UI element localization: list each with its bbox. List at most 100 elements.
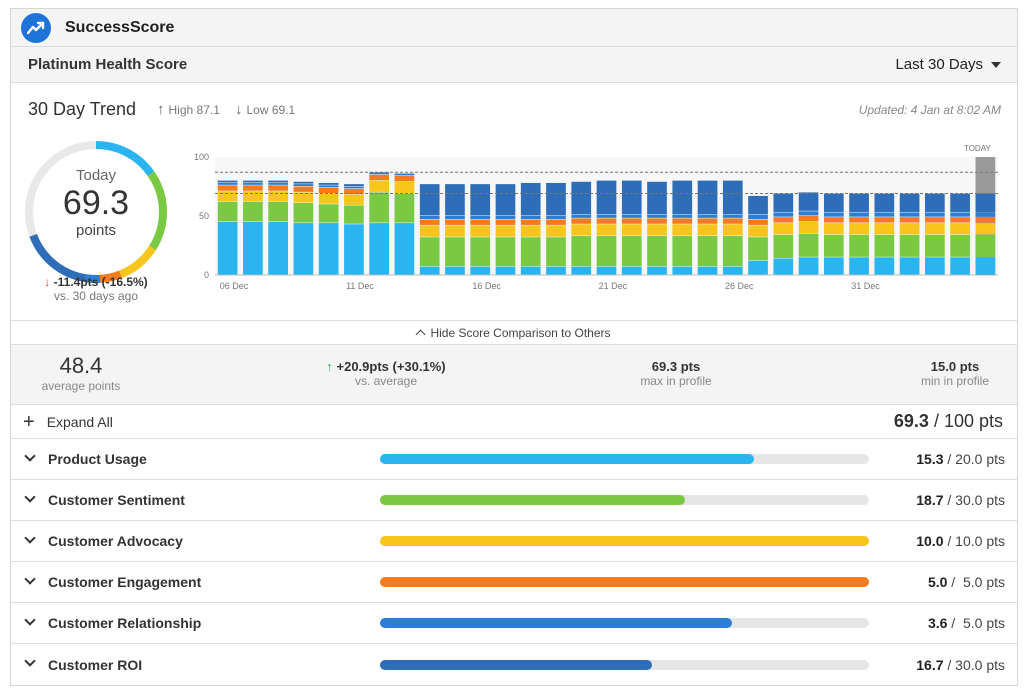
score-row[interactable]: Customer Relationship 3.6 / 5.0 pts bbox=[11, 603, 1017, 644]
x-tick-label: 31 Dec bbox=[851, 281, 880, 291]
score-row[interactable]: Customer Sentiment 18.7 / 30.0 pts bbox=[11, 480, 1017, 521]
chevron-down-icon[interactable] bbox=[24, 655, 36, 667]
bar-segment bbox=[874, 217, 895, 223]
score-row-label: Customer Advocacy bbox=[48, 533, 183, 549]
score-row[interactable]: Product Usage 15.3 / 20.0 pts bbox=[11, 439, 1017, 480]
date-range-dropdown[interactable]: Last 30 Days bbox=[895, 56, 1001, 73]
bar-segment bbox=[445, 216, 465, 220]
bar-segment bbox=[318, 187, 339, 194]
bar-segment bbox=[874, 234, 895, 257]
bar-segment bbox=[899, 223, 920, 235]
bar-segment bbox=[823, 234, 844, 257]
score-row[interactable]: Customer ROI 16.7 / 30.0 pts bbox=[11, 644, 1017, 685]
bar-segment bbox=[571, 224, 592, 236]
bar-segment bbox=[647, 181, 667, 215]
bar-segment bbox=[445, 266, 465, 275]
score-row-value: 16.7 / 30.0 pts bbox=[916, 657, 1005, 673]
bar-segment bbox=[344, 224, 364, 275]
bar-segment bbox=[899, 193, 920, 212]
bar-segment bbox=[217, 185, 238, 191]
bar-segment bbox=[950, 217, 970, 223]
chevron-down-icon[interactable] bbox=[24, 573, 36, 585]
bar-segment bbox=[596, 266, 617, 275]
bar-segment bbox=[243, 182, 263, 185]
low-stat: ↓ Low 69.1 bbox=[235, 101, 295, 118]
bar-segment bbox=[520, 225, 541, 237]
bar-segment bbox=[419, 219, 440, 225]
hide-comparison-toggle[interactable]: Hide Score Comparison to Others bbox=[11, 321, 1017, 345]
bar-segment bbox=[647, 236, 667, 267]
bar-segment bbox=[268, 182, 288, 185]
score-list: Product Usage 15.3 / 20.0 pts Customer Sen… bbox=[11, 439, 1017, 685]
score-row-label: Customer Sentiment bbox=[48, 492, 185, 508]
score-value: 3.6 bbox=[927, 615, 948, 631]
gauge-label: Today bbox=[75, 167, 117, 184]
bar-segment bbox=[697, 266, 718, 275]
bar-segment bbox=[243, 221, 263, 275]
x-tick-label: 16 Dec bbox=[472, 281, 501, 291]
bar-segment bbox=[899, 217, 920, 223]
chevron-down-icon[interactable] bbox=[24, 532, 36, 544]
bar-segment bbox=[672, 218, 693, 224]
bar-segment bbox=[369, 180, 390, 192]
x-tick-label: 11 Dec bbox=[346, 281, 374, 291]
bar-segment bbox=[925, 212, 945, 217]
delta-caption: vs. 30 days ago bbox=[53, 289, 139, 303]
chevron-down-icon[interactable] bbox=[24, 491, 36, 503]
bar-segment bbox=[647, 218, 667, 224]
bar-segment bbox=[596, 236, 617, 267]
bar-segment bbox=[344, 184, 364, 186]
bar-segment bbox=[394, 193, 415, 223]
score-bar-fill bbox=[380, 536, 869, 546]
score-bar-fill bbox=[380, 659, 653, 670]
bar-segment bbox=[268, 185, 288, 191]
score-value: 18.7 bbox=[916, 492, 944, 508]
bar-segment bbox=[849, 234, 869, 257]
bar-segment bbox=[596, 214, 617, 218]
bar-segment bbox=[773, 223, 794, 235]
bar-segment bbox=[950, 193, 970, 212]
arrow-down-icon: ↓ bbox=[44, 275, 51, 289]
bar-segment bbox=[217, 191, 238, 202]
bar-segment bbox=[495, 216, 516, 220]
bar-segment bbox=[318, 182, 339, 185]
delta-value: -11.4pts (-16.5%) bbox=[53, 275, 148, 289]
max-stat: 69.3 pts max in profile bbox=[616, 359, 736, 388]
x-tick-label: 21 Dec bbox=[599, 281, 628, 291]
score-header: Platinum Health Score Last 30 Days bbox=[11, 47, 1017, 83]
arrow-down-icon: ↓ bbox=[235, 101, 243, 118]
bar-segment bbox=[823, 257, 844, 275]
score-bar-track bbox=[380, 454, 869, 464]
bar-segment bbox=[318, 204, 339, 223]
expand-all-button[interactable]: + Expand All bbox=[23, 412, 113, 432]
bar-segment bbox=[748, 219, 768, 225]
y-tick-label: 100 bbox=[194, 152, 209, 162]
bar-segment bbox=[546, 216, 566, 220]
bar-segment bbox=[546, 225, 566, 237]
score-max: / 5.0 pts bbox=[947, 615, 1005, 631]
score-bar-fill bbox=[380, 495, 685, 505]
score-max: / 5.0 pts bbox=[947, 574, 1005, 590]
score-row[interactable]: Customer Advocacy 10.0 / 10.0 pts bbox=[11, 521, 1017, 562]
bar-segment bbox=[318, 185, 339, 188]
bar-segment bbox=[975, 257, 996, 275]
bar-segment bbox=[722, 218, 743, 224]
bar-segment bbox=[571, 181, 592, 215]
bar-segment bbox=[318, 223, 339, 275]
bar-segment bbox=[798, 233, 819, 257]
bar-segment bbox=[344, 186, 364, 189]
bar-segment bbox=[470, 184, 491, 216]
vs-average-stat: ↑ +20.9pts (+30.1%) vs. average bbox=[301, 359, 471, 388]
page-title: Platinum Health Score bbox=[28, 56, 188, 73]
bar-segment bbox=[672, 180, 693, 215]
bar-segment bbox=[293, 223, 314, 275]
bar-segment bbox=[243, 201, 263, 222]
bar-segment bbox=[773, 217, 794, 223]
successscore-panel: SuccessScore Platinum Health Score Last … bbox=[10, 8, 1018, 686]
bar-segment bbox=[849, 212, 869, 217]
chevron-down-icon[interactable] bbox=[24, 614, 36, 626]
score-row[interactable]: Customer Engagement 5.0 / 5.0 pts bbox=[11, 562, 1017, 603]
bar-segment bbox=[975, 234, 996, 257]
chevron-down-icon[interactable] bbox=[24, 450, 36, 462]
bar-segment bbox=[849, 217, 869, 223]
